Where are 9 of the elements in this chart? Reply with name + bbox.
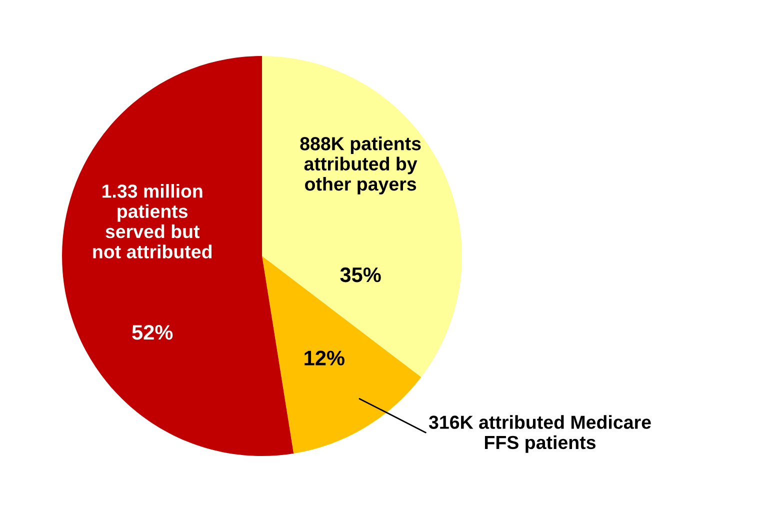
slice-label: 316K attributed Medicare FFS patients: [428, 415, 651, 453]
pie-slice: [262, 56, 462, 378]
data-label: 52%: [132, 325, 173, 340]
pie-slice: [62, 56, 294, 456]
data-label: 12%: [304, 350, 344, 366]
slice-label: 888K patients attributed by other payers: [300, 136, 421, 194]
slice-label: 1.33 million patients served but not attributed: [93, 184, 212, 258]
pie-slice: [262, 256, 422, 454]
data-label: 35%: [340, 267, 381, 282]
